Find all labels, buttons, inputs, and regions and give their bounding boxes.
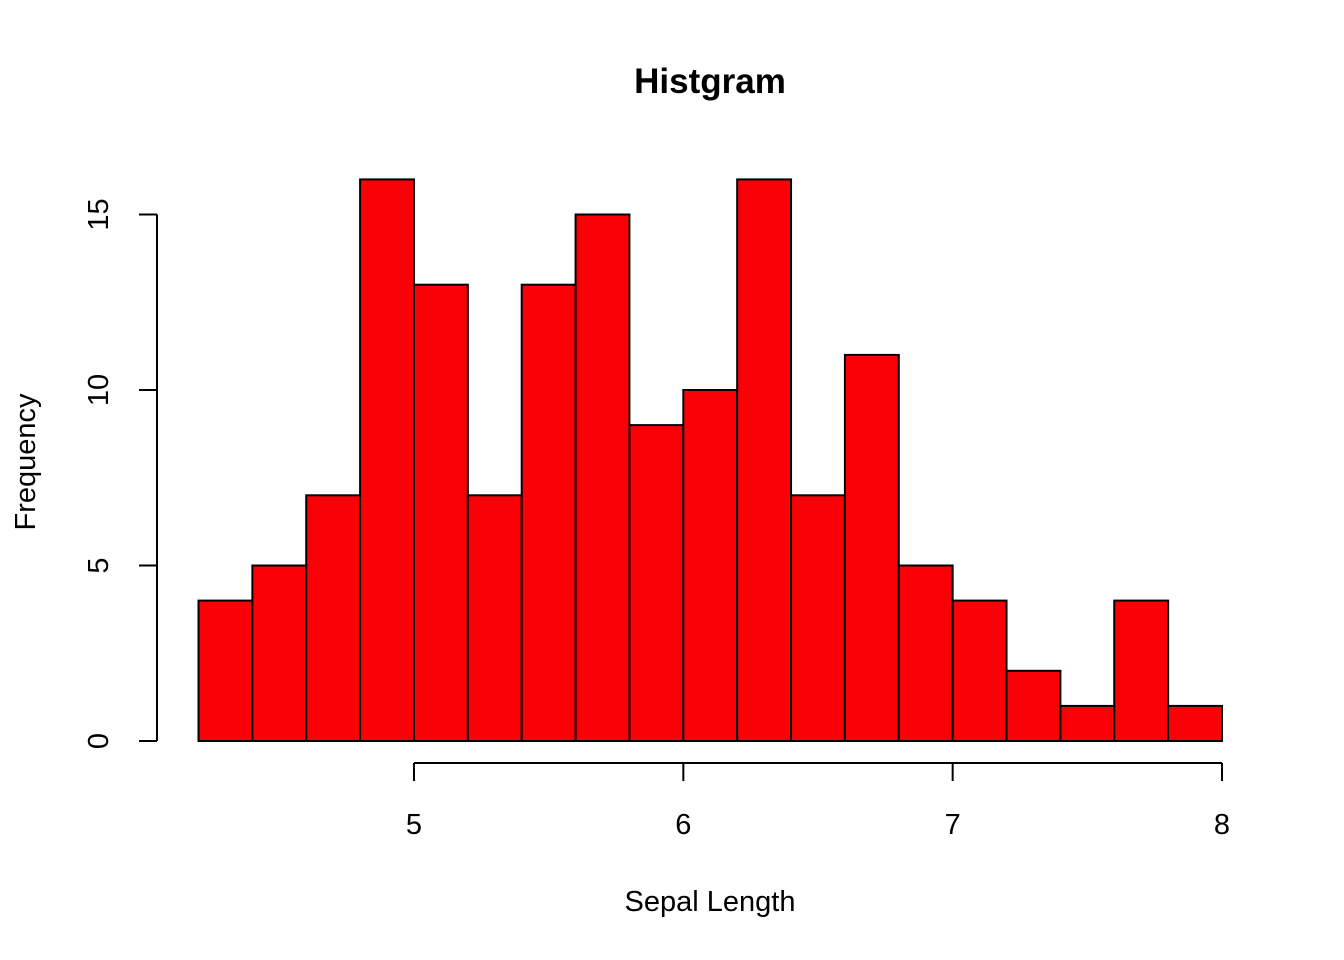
histogram-bar xyxy=(305,494,362,742)
y-tick-label: 5 xyxy=(83,557,115,573)
histogram-bar xyxy=(466,494,523,742)
x-axis: 5 6 7 8 xyxy=(406,762,1230,841)
histogram-bar xyxy=(843,353,900,742)
histogram-bar xyxy=(359,178,415,742)
histogram-bar xyxy=(1167,704,1224,743)
histogram-bar xyxy=(628,424,685,742)
y-tick-label: 10 xyxy=(83,374,115,406)
x-tick-label: 5 xyxy=(406,809,422,841)
x-tick-label: 6 xyxy=(675,809,691,841)
histogram-bar xyxy=(897,564,954,742)
bars-group xyxy=(197,178,1224,743)
histogram-bar xyxy=(1113,599,1170,742)
histogram-bar xyxy=(682,389,739,742)
y-tick-label: 0 xyxy=(83,733,115,749)
y-axis: 0 5 10 15 xyxy=(83,198,158,749)
histogram-bar xyxy=(736,178,793,742)
histogram-bar xyxy=(520,283,577,742)
x-tick-label: 7 xyxy=(945,809,961,841)
y-tick-label: 15 xyxy=(83,198,115,230)
histogram-bar xyxy=(951,599,1008,742)
histogram-bar xyxy=(1005,669,1062,742)
y-axis-label: Frequency xyxy=(10,393,42,531)
chart-title: Histgram xyxy=(634,62,786,101)
histogram-bar xyxy=(251,564,308,742)
histogram-bar xyxy=(574,213,631,742)
histogram-bar xyxy=(412,283,469,742)
histogram-bar xyxy=(197,599,254,742)
histogram-bar xyxy=(790,494,846,742)
histogram-bar xyxy=(1059,704,1116,743)
x-tick-label: 8 xyxy=(1214,809,1230,841)
x-axis-label: Sepal Length xyxy=(625,886,796,918)
